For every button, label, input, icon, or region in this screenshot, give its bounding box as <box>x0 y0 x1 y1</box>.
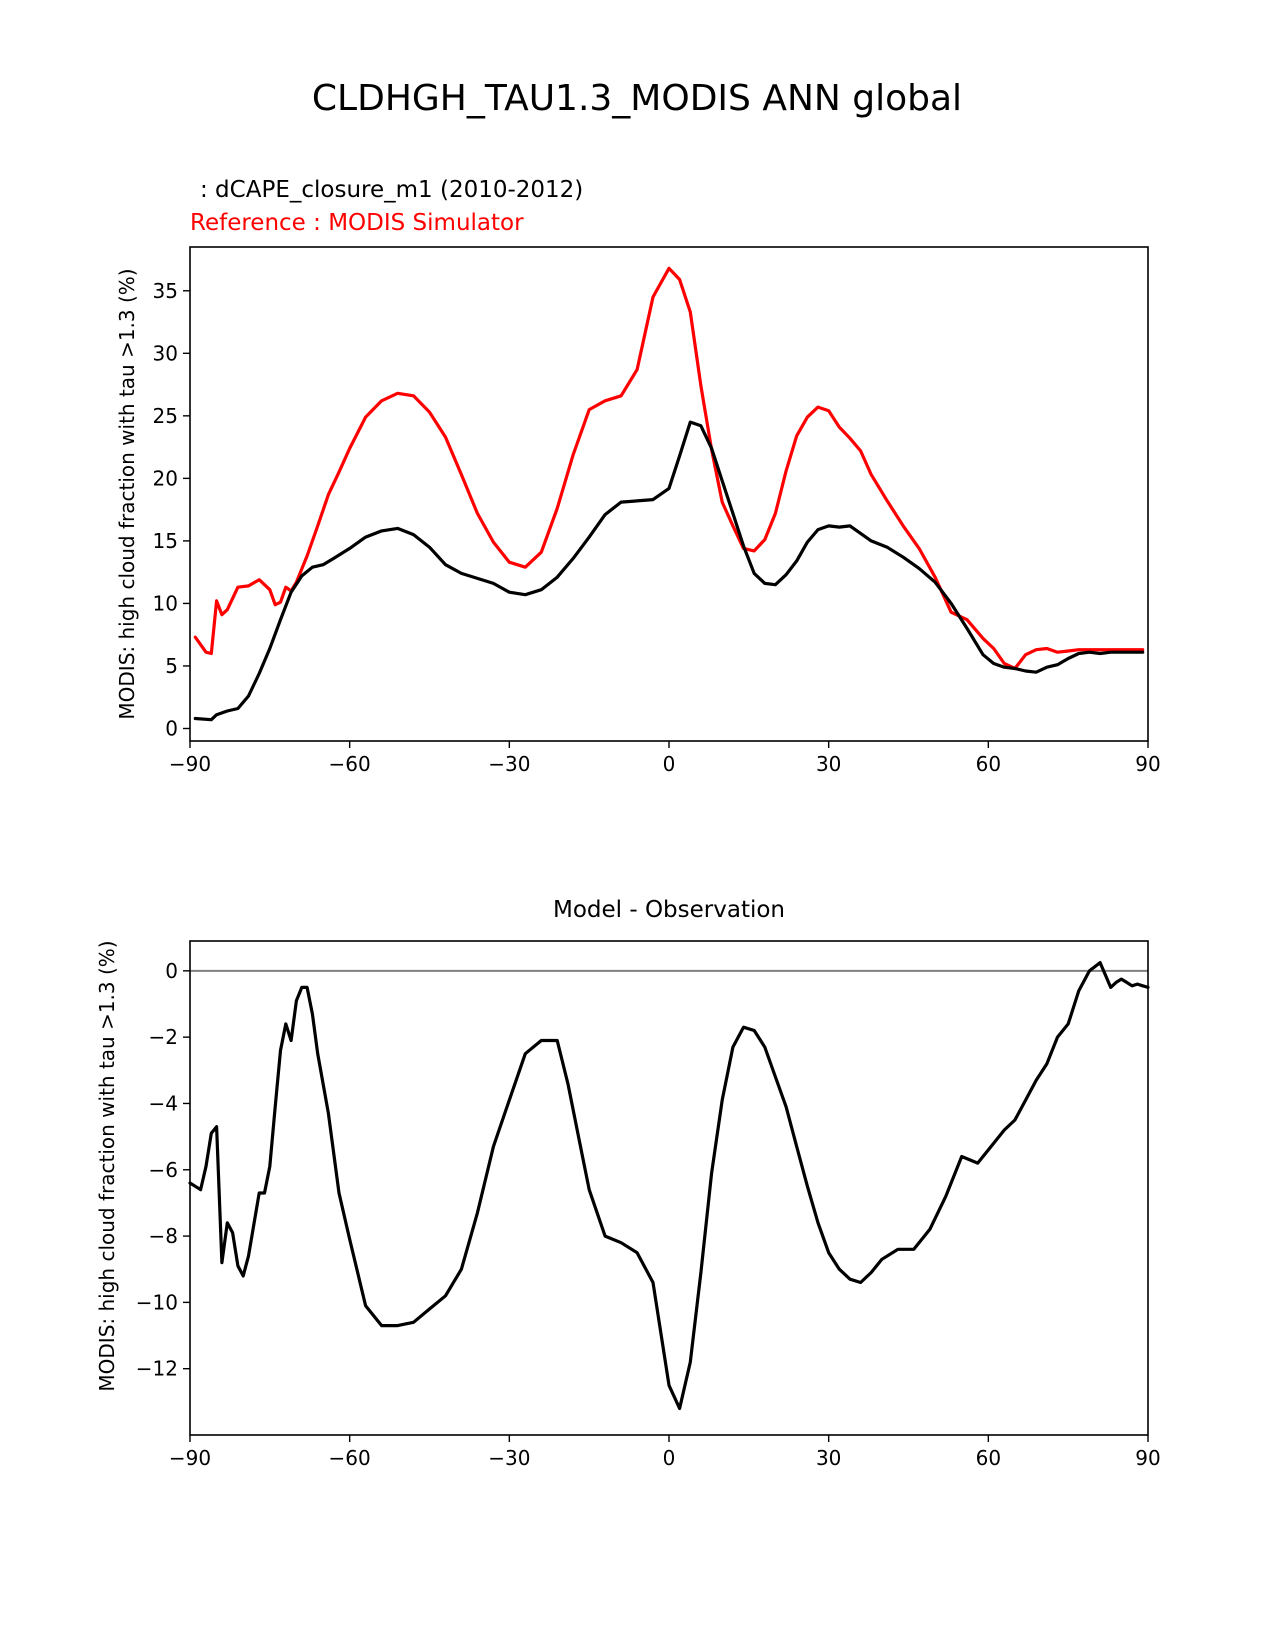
top-x-tick-label: −30 <box>488 752 530 776</box>
top-y-tick-label: 20 <box>153 466 178 490</box>
bottom-panel: Model - Observation MODIS: high cloud fr… <box>95 897 1161 1470</box>
top-x-tick-label: 30 <box>816 752 841 776</box>
bottom-panel-title: Model - Observation <box>553 897 785 923</box>
figure-title: CLDHGH_TAU1.3_MODIS ANN global <box>312 78 962 119</box>
bottom-plot-area: −90 −60 −30 0 30 60 90 0 −2 −4 −6 −8 −10 −12 <box>136 940 1161 1470</box>
bottom-y-axis-label: MODIS: high cloud fraction with tau >1.3… <box>95 940 119 1391</box>
bottom-axes-frame <box>189 940 1149 1436</box>
bottom-x-tick-label: −90 <box>169 1446 211 1470</box>
top-series-reference-line <box>193 266 1145 671</box>
bottom-series-diff-line <box>188 961 1150 1411</box>
bottom-x-tick-label: 30 <box>816 1446 841 1470</box>
top-y-axis-label: MODIS: high cloud fraction with tau >1.3… <box>115 268 139 719</box>
top-panel: : dCAPE_closure_m1 (2010-2012) Reference… <box>115 177 1161 776</box>
top-x-tick-label: −90 <box>169 752 211 776</box>
top-y-tick-label: 35 <box>153 279 178 303</box>
top-y-tick-label: 25 <box>153 404 178 428</box>
bottom-y-tick-label: −4 <box>149 1091 178 1115</box>
bottom-x-tick-label: −30 <box>488 1446 530 1470</box>
bottom-y-tick-label: −2 <box>149 1025 178 1049</box>
top-y-tick-label: 10 <box>153 591 178 615</box>
bottom-x-tick-label: −60 <box>329 1446 371 1470</box>
reference-subtitle: Reference : MODIS Simulator <box>190 210 524 236</box>
top-x-tick-label: 0 <box>663 752 676 776</box>
bottom-y-tick-label: −12 <box>136 1357 178 1381</box>
bottom-x-tick-label: 0 <box>663 1446 676 1470</box>
top-y-tick-label: 30 <box>153 341 178 365</box>
top-x-tick-label: −60 <box>329 752 371 776</box>
top-x-tick-label: 60 <box>976 752 1001 776</box>
top-plot-area: −90 −60 −30 0 30 60 90 0 5 10 15 20 25 30 35 <box>153 246 1161 776</box>
top-y-tick-label: 15 <box>153 529 178 553</box>
bottom-y-tick-label: −6 <box>149 1158 178 1182</box>
top-y-tick-label: 5 <box>165 654 178 678</box>
top-series-test-line <box>193 420 1145 722</box>
test-subtitle: : dCAPE_closure_m1 (2010-2012) <box>200 177 583 203</box>
bottom-y-tick-label: 0 <box>165 959 178 983</box>
bottom-x-tick-label: 90 <box>1135 1446 1160 1470</box>
bottom-y-tick-label: −10 <box>136 1290 178 1314</box>
bottom-x-tick-label: 60 <box>976 1446 1001 1470</box>
top-x-tick-label: 90 <box>1135 752 1160 776</box>
top-y-tick-label: 0 <box>165 716 178 740</box>
bottom-y-tick-label: −8 <box>149 1224 178 1248</box>
